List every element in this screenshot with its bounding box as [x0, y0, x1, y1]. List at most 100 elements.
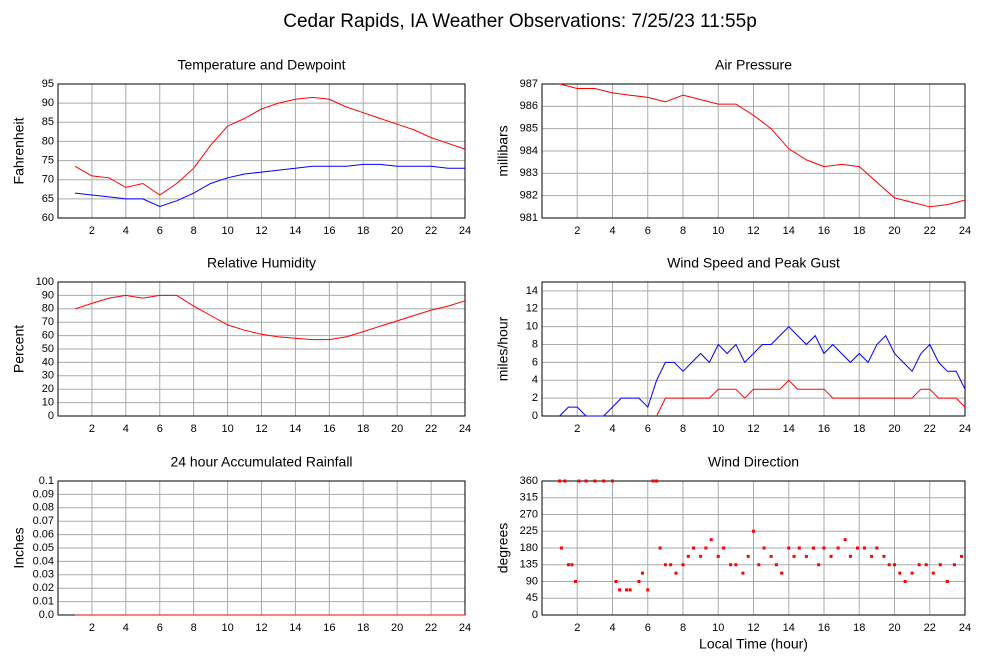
x-tick-label: 8 — [680, 225, 686, 237]
data-point — [577, 479, 581, 483]
data-point — [870, 554, 874, 558]
y-tick-label: 65 — [42, 193, 54, 205]
y-tick-label: 982 — [520, 190, 538, 202]
data-point — [559, 546, 563, 550]
y-tick-label: 90 — [42, 97, 54, 109]
data-point — [646, 588, 650, 592]
y-tick-label: 75 — [42, 154, 54, 166]
x-tick-label: 14 — [289, 622, 301, 634]
y-axis-label: Fahrenheit — [11, 117, 27, 184]
x-tick-label: 4 — [123, 423, 129, 435]
x-tick-label: 22 — [425, 622, 437, 634]
y-tick-label: 0 — [532, 410, 538, 422]
panel-title: Wind Speed and Peak Gust — [667, 255, 840, 271]
y-tick-label: 0 — [48, 410, 54, 422]
data-point — [780, 571, 784, 575]
panel-title: Temperature and Dewpoint — [177, 57, 345, 73]
x-tick-label: 20 — [391, 225, 403, 237]
x-tick-label: 10 — [712, 622, 724, 634]
data-point — [769, 554, 773, 558]
x-tick-label: 12 — [255, 423, 267, 435]
y-tick-label: 100 — [36, 276, 54, 288]
x-tick-label: 4 — [609, 225, 615, 237]
data-point — [931, 571, 935, 575]
data-point — [843, 538, 847, 542]
x-tick-label: 8 — [191, 225, 197, 237]
data-point — [628, 588, 632, 592]
x-tick-label: 22 — [425, 225, 437, 237]
x-tick-label: 8 — [191, 423, 197, 435]
x-tick-label: 18 — [357, 225, 369, 237]
data-point — [669, 563, 673, 567]
data-point — [836, 546, 840, 550]
data-point — [903, 580, 907, 583]
x-tick-label: 16 — [323, 225, 335, 237]
y-tick-label: 225 — [520, 525, 538, 537]
x-tick-label: 6 — [157, 622, 163, 634]
y-tick-label: 2 — [532, 392, 538, 404]
data-point — [709, 538, 713, 542]
data-point — [752, 529, 755, 533]
x-tick-label: 20 — [391, 622, 403, 634]
y-tick-label: 0.03 — [33, 569, 54, 581]
y-tick-label: 40 — [42, 356, 54, 368]
data-point — [722, 546, 726, 550]
y-tick-label: 20 — [42, 383, 54, 395]
data-point — [811, 546, 815, 550]
y-tick-label: 14 — [526, 285, 538, 297]
y-tick-label: 0.09 — [33, 488, 54, 500]
x-tick-label: 24 — [459, 423, 471, 435]
x-tick-label: 16 — [323, 622, 335, 634]
data-point — [614, 580, 618, 583]
data-point — [704, 546, 708, 550]
y-tick-label: 0.1 — [39, 475, 54, 487]
x-tick-label: 12 — [747, 225, 759, 237]
y-tick-label: 70 — [42, 316, 54, 328]
plot-frame — [541, 480, 966, 616]
y-tick-label: 0 — [532, 609, 538, 621]
data-point — [762, 546, 766, 550]
y-tick-label: 8 — [532, 338, 538, 350]
x-tick-label: 2 — [89, 423, 95, 435]
x-tick-label: 20 — [888, 225, 900, 237]
panel-title: Air Pressure — [715, 57, 792, 73]
data-line — [74, 294, 466, 341]
y-tick-label: 0.01 — [33, 596, 54, 608]
data-line — [656, 379, 966, 417]
x-tick-label: 2 — [89, 622, 95, 634]
data-point — [625, 588, 629, 592]
data-point — [566, 563, 570, 567]
y-tick-label: 180 — [520, 542, 538, 554]
data-point — [787, 546, 791, 550]
y-tick-label: 135 — [520, 559, 538, 571]
x-axis-label: Local Time (hour) — [699, 636, 808, 652]
page-title: Cedar Rapids, IA Weather Observations: 7… — [283, 11, 757, 32]
data-point — [917, 563, 921, 567]
data-point — [611, 479, 614, 483]
data-point — [797, 546, 801, 550]
x-tick-label: 24 — [459, 622, 471, 634]
x-tick-label: 18 — [357, 622, 369, 634]
x-tick-label: 20 — [888, 622, 900, 634]
x-tick-label: 4 — [609, 622, 615, 634]
x-tick-label: 24 — [959, 423, 971, 435]
y-tick-label: 986 — [520, 100, 538, 112]
y-tick-label: 985 — [520, 123, 538, 135]
x-tick-label: 4 — [123, 622, 129, 634]
data-point — [817, 563, 821, 567]
y-tick-label: 90 — [526, 575, 538, 587]
data-point — [945, 580, 949, 583]
y-tick-label: 50 — [42, 343, 54, 355]
data-line — [74, 163, 465, 208]
y-tick-label: 60 — [42, 330, 54, 342]
y-tick-label: 95 — [42, 78, 54, 90]
x-tick-label: 12 — [255, 622, 267, 634]
data-point — [910, 571, 914, 575]
y-tick-label: 12 — [526, 303, 538, 315]
data-line — [74, 96, 466, 196]
x-tick-label: 20 — [391, 423, 403, 435]
plot-frame — [541, 281, 966, 417]
data-point — [573, 580, 577, 583]
plot-frame — [57, 281, 466, 417]
